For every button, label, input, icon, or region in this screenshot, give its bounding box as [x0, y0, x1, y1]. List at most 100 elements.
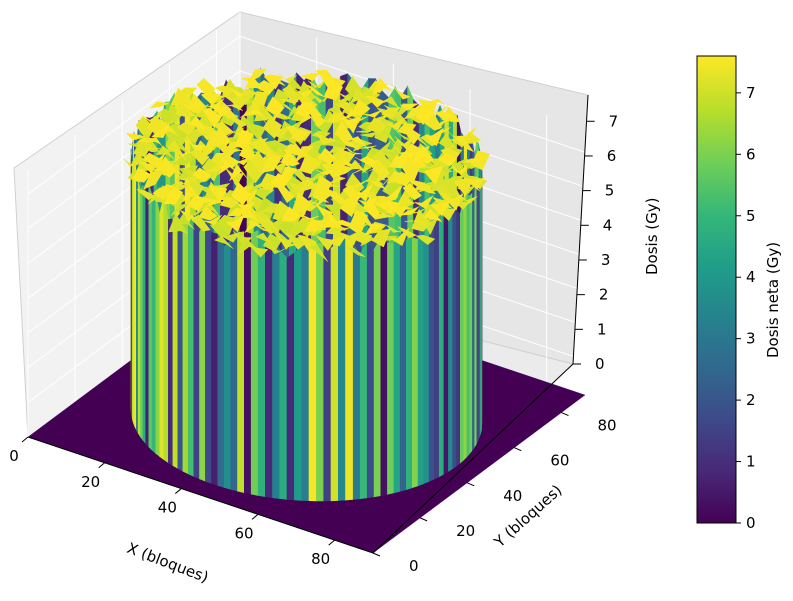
- plateau-facet: [386, 171, 407, 184]
- cylinder-wall-facet: [459, 203, 464, 465]
- plateau-facet: [281, 206, 301, 222]
- plateau-facet: [300, 178, 321, 192]
- plateau-facet: [136, 189, 156, 201]
- plateau-facet: [305, 84, 325, 97]
- z-tick-label: 0: [595, 355, 605, 373]
- plateau-facet: [279, 98, 299, 103]
- plateau-facet: [334, 219, 355, 227]
- plateau-facet: [299, 153, 319, 175]
- plateau-facet: [279, 238, 298, 248]
- cylinder-wall-facet: [272, 235, 281, 499]
- y-tick-label: 0: [409, 557, 419, 575]
- plateau-facet: [144, 147, 164, 150]
- cylinder-wall-facet: [465, 191, 470, 459]
- z-tick-label: 1: [597, 320, 607, 338]
- colorbar: [696, 55, 737, 524]
- plateau-facet: [263, 74, 283, 90]
- x-axis-line: [27, 436, 374, 554]
- plateau-facet: [414, 145, 435, 164]
- cylinder-wall-facet: [379, 237, 388, 497]
- plateau-facet: [131, 168, 152, 183]
- plateau-facet: [248, 244, 269, 258]
- plateau-facet: [352, 167, 372, 175]
- plateau-facet: [463, 158, 483, 163]
- plateau-facet: [231, 88, 250, 98]
- cylinder-wall-facet: [155, 195, 160, 458]
- plateau-facet: [220, 231, 241, 243]
- plateau-facet: [308, 243, 329, 262]
- cylinder-wall-facet: [286, 252, 295, 501]
- plateau-facet: [206, 165, 226, 172]
- plateau-facet: [123, 154, 143, 168]
- plateau-facet: [308, 78, 327, 89]
- plateau-facet: [151, 122, 171, 138]
- z-axis-label: Dosis (Gy): [643, 198, 661, 276]
- y-axis-line: [372, 363, 574, 554]
- plateau-facet: [239, 206, 259, 223]
- plateau-facet: [391, 83, 411, 100]
- plateau-facet: [399, 103, 419, 111]
- cylinder-wall-facet: [148, 184, 153, 451]
- plateau-facet: [306, 108, 327, 128]
- grid-line: [27, 35, 241, 195]
- plateau-facet: [262, 117, 283, 139]
- plateau-facet: [148, 137, 168, 155]
- cylinder-wall-facet: [199, 220, 206, 482]
- z-tick-label: 3: [601, 251, 611, 269]
- plateau-facet: [400, 206, 420, 216]
- plateau-facet: [449, 161, 469, 176]
- plateau-facet: [290, 129, 310, 141]
- cylinder-wall-facet: [316, 242, 325, 502]
- cylinder-wall-facet: [366, 242, 374, 499]
- cylinder-wall-facet: [211, 232, 219, 486]
- z-axis: 0 1 2 3 4 5 6 7: [572, 94, 619, 373]
- plateau-facet: [168, 213, 188, 234]
- plateau-facet: [404, 220, 424, 223]
- plateau-facet: [351, 98, 371, 116]
- plateau-facet: [228, 207, 248, 217]
- plateau-facet: [354, 182, 374, 202]
- plateau-facet: [309, 196, 329, 206]
- colorbar-tick-label: 2: [746, 391, 756, 409]
- plateau-facet: [287, 142, 308, 157]
- cylinder-wall-facet: [433, 212, 439, 480]
- cylinder-wall-facet: [294, 245, 303, 501]
- plateau-facet: [157, 156, 177, 178]
- plateau-facet: [368, 179, 388, 190]
- plateau-facet: [416, 182, 437, 195]
- cylinder-wall-facet: [140, 185, 144, 442]
- x-tick-mark: [328, 539, 335, 546]
- cylinder-wall-facet: [417, 234, 424, 487]
- plateau-facet: [186, 195, 207, 212]
- cylinder-wall-facet: [352, 240, 360, 500]
- plateau-facet: [443, 193, 464, 211]
- plateau-facet: [325, 111, 346, 123]
- z-tick-label: 7: [609, 112, 619, 130]
- plateau-facet: [401, 126, 421, 145]
- plateau-facet: [333, 163, 354, 178]
- cylinder-wall-facet: [462, 192, 467, 462]
- plateau-facet: [188, 115, 208, 132]
- plateau-facet: [214, 85, 235, 95]
- cylinder-wall-facet: [411, 237, 418, 489]
- x-tick-label: 0: [9, 447, 19, 465]
- plateau-facet: [350, 136, 370, 151]
- cylinder-wall-facet: [399, 233, 407, 492]
- plateau-facet: [315, 235, 336, 252]
- plateau-facet: [213, 236, 234, 249]
- plateau-facet: [415, 234, 436, 246]
- plateau-facet: [378, 128, 398, 147]
- plateau-facet: [429, 202, 450, 217]
- plateau-facet: [343, 145, 363, 155]
- x-tick-mark: [251, 513, 259, 520]
- y-tick-mark: [514, 447, 522, 452]
- colorbar-tick-label: 3: [746, 330, 756, 348]
- plateau-facet: [275, 183, 295, 204]
- plateau-facet: [346, 246, 366, 257]
- plateau-facet: [465, 177, 485, 190]
- plateau-facet: [381, 107, 401, 117]
- plateau-facet: [149, 101, 170, 109]
- cylinder-wall-facet: [163, 195, 169, 464]
- cylinder-wall-facet: [279, 249, 288, 500]
